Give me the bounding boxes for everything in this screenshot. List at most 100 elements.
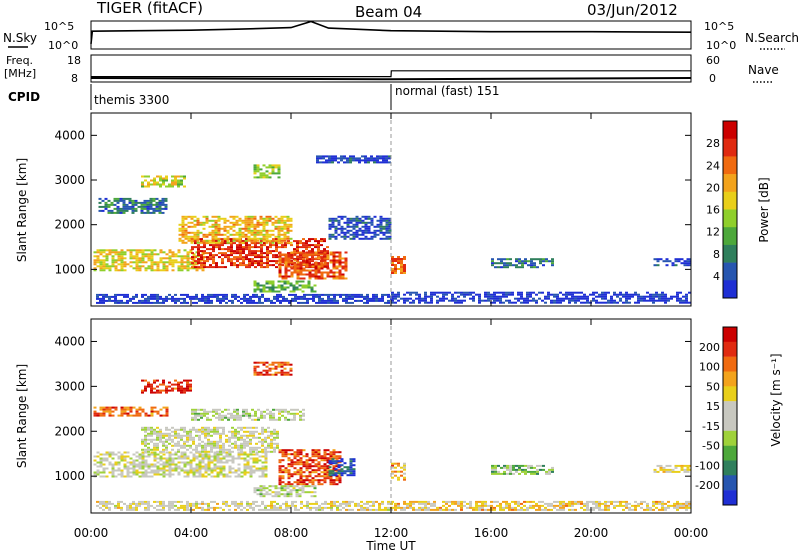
heatmap-cell (259, 489, 263, 492)
heatmap-cell (289, 284, 293, 287)
heatmap-cell (231, 467, 235, 470)
heatmap-cell (243, 467, 247, 470)
heatmap-cell (442, 504, 445, 507)
heatmap-cell (388, 217, 392, 220)
heatmap-cell (338, 479, 342, 482)
heatmap-cell (372, 297, 375, 300)
heatmap-cell (165, 410, 169, 413)
heatmap-cell (294, 504, 297, 507)
heatmap-cell (265, 361, 269, 364)
heatmap-cell (168, 500, 171, 503)
heatmap-cell (129, 506, 132, 509)
heatmap-cell (344, 265, 348, 268)
heatmap-cell (209, 248, 212, 251)
heatmap-cell (132, 471, 136, 474)
heatmap-cell (296, 449, 300, 452)
heatmap-cell (264, 469, 268, 472)
heatmap-cell (343, 157, 346, 160)
heatmap-cell (214, 237, 218, 240)
heatmap-cell (502, 500, 505, 503)
heatmap-cell (454, 301, 457, 304)
heatmap-cell (257, 246, 260, 249)
heatmap-cell (280, 215, 284, 218)
heatmap-cell (361, 159, 364, 162)
heatmap-cell (388, 235, 392, 238)
heatmap-cell (649, 299, 652, 302)
heatmap-cell (352, 227, 356, 230)
heatmap-cell (259, 288, 263, 291)
heatmap-cell (132, 406, 136, 409)
heatmap-cell (174, 261, 178, 264)
heatmap-cell (213, 475, 217, 478)
heatmap-cell (242, 408, 245, 411)
heatmap-cell (412, 301, 415, 304)
heatmap-cell (281, 453, 285, 456)
heatmap-cell (266, 254, 269, 257)
heatmap-cell (595, 504, 598, 507)
heatmap-cell (497, 258, 500, 261)
heatmap-cell (207, 455, 211, 458)
heatmap-cell (349, 460, 353, 463)
heatmap-cell (280, 219, 284, 222)
heatmap-cell (634, 506, 637, 509)
heatmap-cell (273, 301, 276, 304)
heatmap-cell (159, 504, 162, 507)
heatmap-cell (526, 500, 529, 503)
heatmap-cell (194, 418, 197, 421)
heatmap-cell (373, 225, 377, 228)
heatmap-cell (201, 461, 205, 464)
heatmap-cell (302, 263, 306, 266)
heatmap-cell (292, 489, 296, 492)
heatmap-cell (302, 242, 305, 245)
heatmap-cell (304, 284, 308, 287)
heatmap-cell (207, 450, 210, 453)
heatmap-cell (165, 185, 168, 188)
heatmap-cell (658, 297, 661, 300)
heatmap-cell (135, 293, 138, 296)
heatmap-cell (210, 471, 214, 474)
heatmap-cell (267, 426, 270, 429)
heatmap-cell (538, 297, 541, 300)
heatmap-cell (281, 259, 285, 262)
heatmap-cell (156, 461, 160, 464)
heatmap-cell (231, 295, 234, 298)
heatmap-cell (132, 473, 136, 476)
heatmap-cell (218, 246, 221, 249)
heatmap-cell (643, 297, 646, 300)
heatmap-cell (296, 275, 300, 278)
heatmap-cell (201, 293, 204, 296)
heatmap-cell (189, 502, 192, 505)
heatmap-cell (186, 500, 189, 503)
heatmap-cell (159, 430, 162, 433)
heatmap-cell (269, 250, 272, 253)
heatmap-cell (475, 293, 478, 296)
heatmap-cell (559, 291, 562, 294)
heatmap-cell (162, 379, 165, 382)
heatmap-cell (331, 474, 335, 477)
heatmap-cell (98, 197, 102, 200)
heatmap-cell (132, 255, 136, 258)
heatmap-cell (228, 467, 232, 470)
heatmap-cell (190, 239, 194, 242)
heatmap-cell (153, 438, 156, 441)
heatmap-cell (135, 412, 139, 415)
heatmap-cell (186, 473, 190, 476)
heatmap-cell (378, 506, 381, 509)
heatmap-cell (120, 265, 124, 268)
heatmap-cell (348, 508, 351, 511)
heatmap-cell (326, 246, 329, 249)
heatmap-cell (162, 465, 166, 468)
heatmap-cell (312, 295, 315, 298)
heatmap-cell (274, 491, 278, 494)
heatmap-cell (165, 465, 169, 468)
heatmap-cell (168, 467, 172, 470)
heatmap-cell (334, 225, 338, 228)
heatmap-cell (338, 265, 342, 268)
heatmap-cell (331, 225, 335, 228)
heatmap-cell (299, 463, 303, 466)
heatmap-cell (253, 369, 257, 372)
heatmap-cell (153, 500, 156, 503)
heatmap-cell (293, 263, 297, 266)
heatmap-cell (565, 502, 568, 505)
